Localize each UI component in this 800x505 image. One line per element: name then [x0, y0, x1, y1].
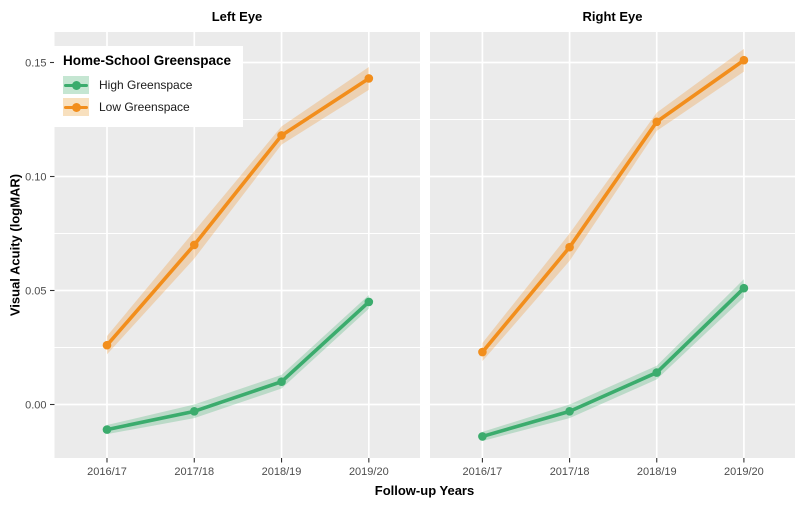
legend-item-label: Low Greenspace — [99, 100, 190, 114]
data-point — [189, 407, 199, 416]
x-tick-label: 2019/20 — [724, 466, 764, 478]
x-tick-label: 2018/19 — [637, 466, 677, 478]
y-tick-label: 0.05 — [25, 285, 46, 297]
high-greenspace-key-icon — [63, 76, 89, 94]
series-line — [105, 76, 371, 348]
data-point — [277, 131, 286, 140]
legend-item-low-greenspace: Low Greenspace — [63, 97, 231, 117]
x-tick-label: 2017/18 — [174, 466, 214, 478]
data-point — [652, 117, 662, 127]
confidence-ribbon — [106, 295, 369, 435]
confidence-ribbon — [106, 67, 369, 355]
confidence-ribbon — [482, 279, 744, 441]
data-point — [739, 55, 749, 65]
data-point — [277, 377, 286, 387]
data-point — [652, 368, 662, 377]
y-axis-title: Visual Acuity (logMAR) — [7, 173, 23, 317]
legend-title: Home-School Greenspace — [63, 53, 232, 68]
series-line — [105, 300, 371, 432]
data-point — [102, 425, 112, 434]
key-dot-icon — [71, 80, 81, 90]
panel-bg — [430, 32, 795, 458]
key-dot-icon — [71, 102, 81, 112]
facet-title-right-eye: Right Eye — [582, 9, 643, 24]
data-point — [739, 283, 749, 293]
x-tick-label: 2017/18 — [550, 466, 590, 478]
x-tick-label: 2019/20 — [349, 466, 389, 478]
data-point — [565, 407, 574, 416]
data-point — [102, 340, 112, 350]
data-point — [189, 240, 199, 250]
legend: Home-School Greenspace High Greenspace L… — [54, 46, 244, 127]
data-point — [478, 347, 487, 357]
data-point — [364, 297, 374, 307]
confidence-ribbon — [482, 48, 744, 362]
x-tick-label: 2016/17 — [463, 466, 503, 478]
x-axis-title: Follow-up Years — [374, 483, 475, 498]
x-tick-label: 2018/19 — [262, 466, 302, 478]
legend-item-label: High Greenspace — [99, 78, 193, 92]
series-line — [480, 286, 746, 439]
series-line — [480, 58, 746, 354]
y-tick-label: 0.00 — [25, 399, 46, 411]
low-greenspace-key-icon — [63, 98, 89, 116]
facet-title-left-eye: Left Eye — [211, 9, 263, 24]
data-point — [565, 242, 574, 252]
data-point — [478, 432, 487, 441]
legend-item-high-greenspace: High Greenspace — [63, 75, 231, 95]
y-tick-label: 0.15 — [25, 57, 46, 69]
x-tick-label: 2016/17 — [87, 466, 127, 478]
y-tick-label: 0.10 — [25, 171, 46, 183]
data-point — [364, 74, 374, 83]
